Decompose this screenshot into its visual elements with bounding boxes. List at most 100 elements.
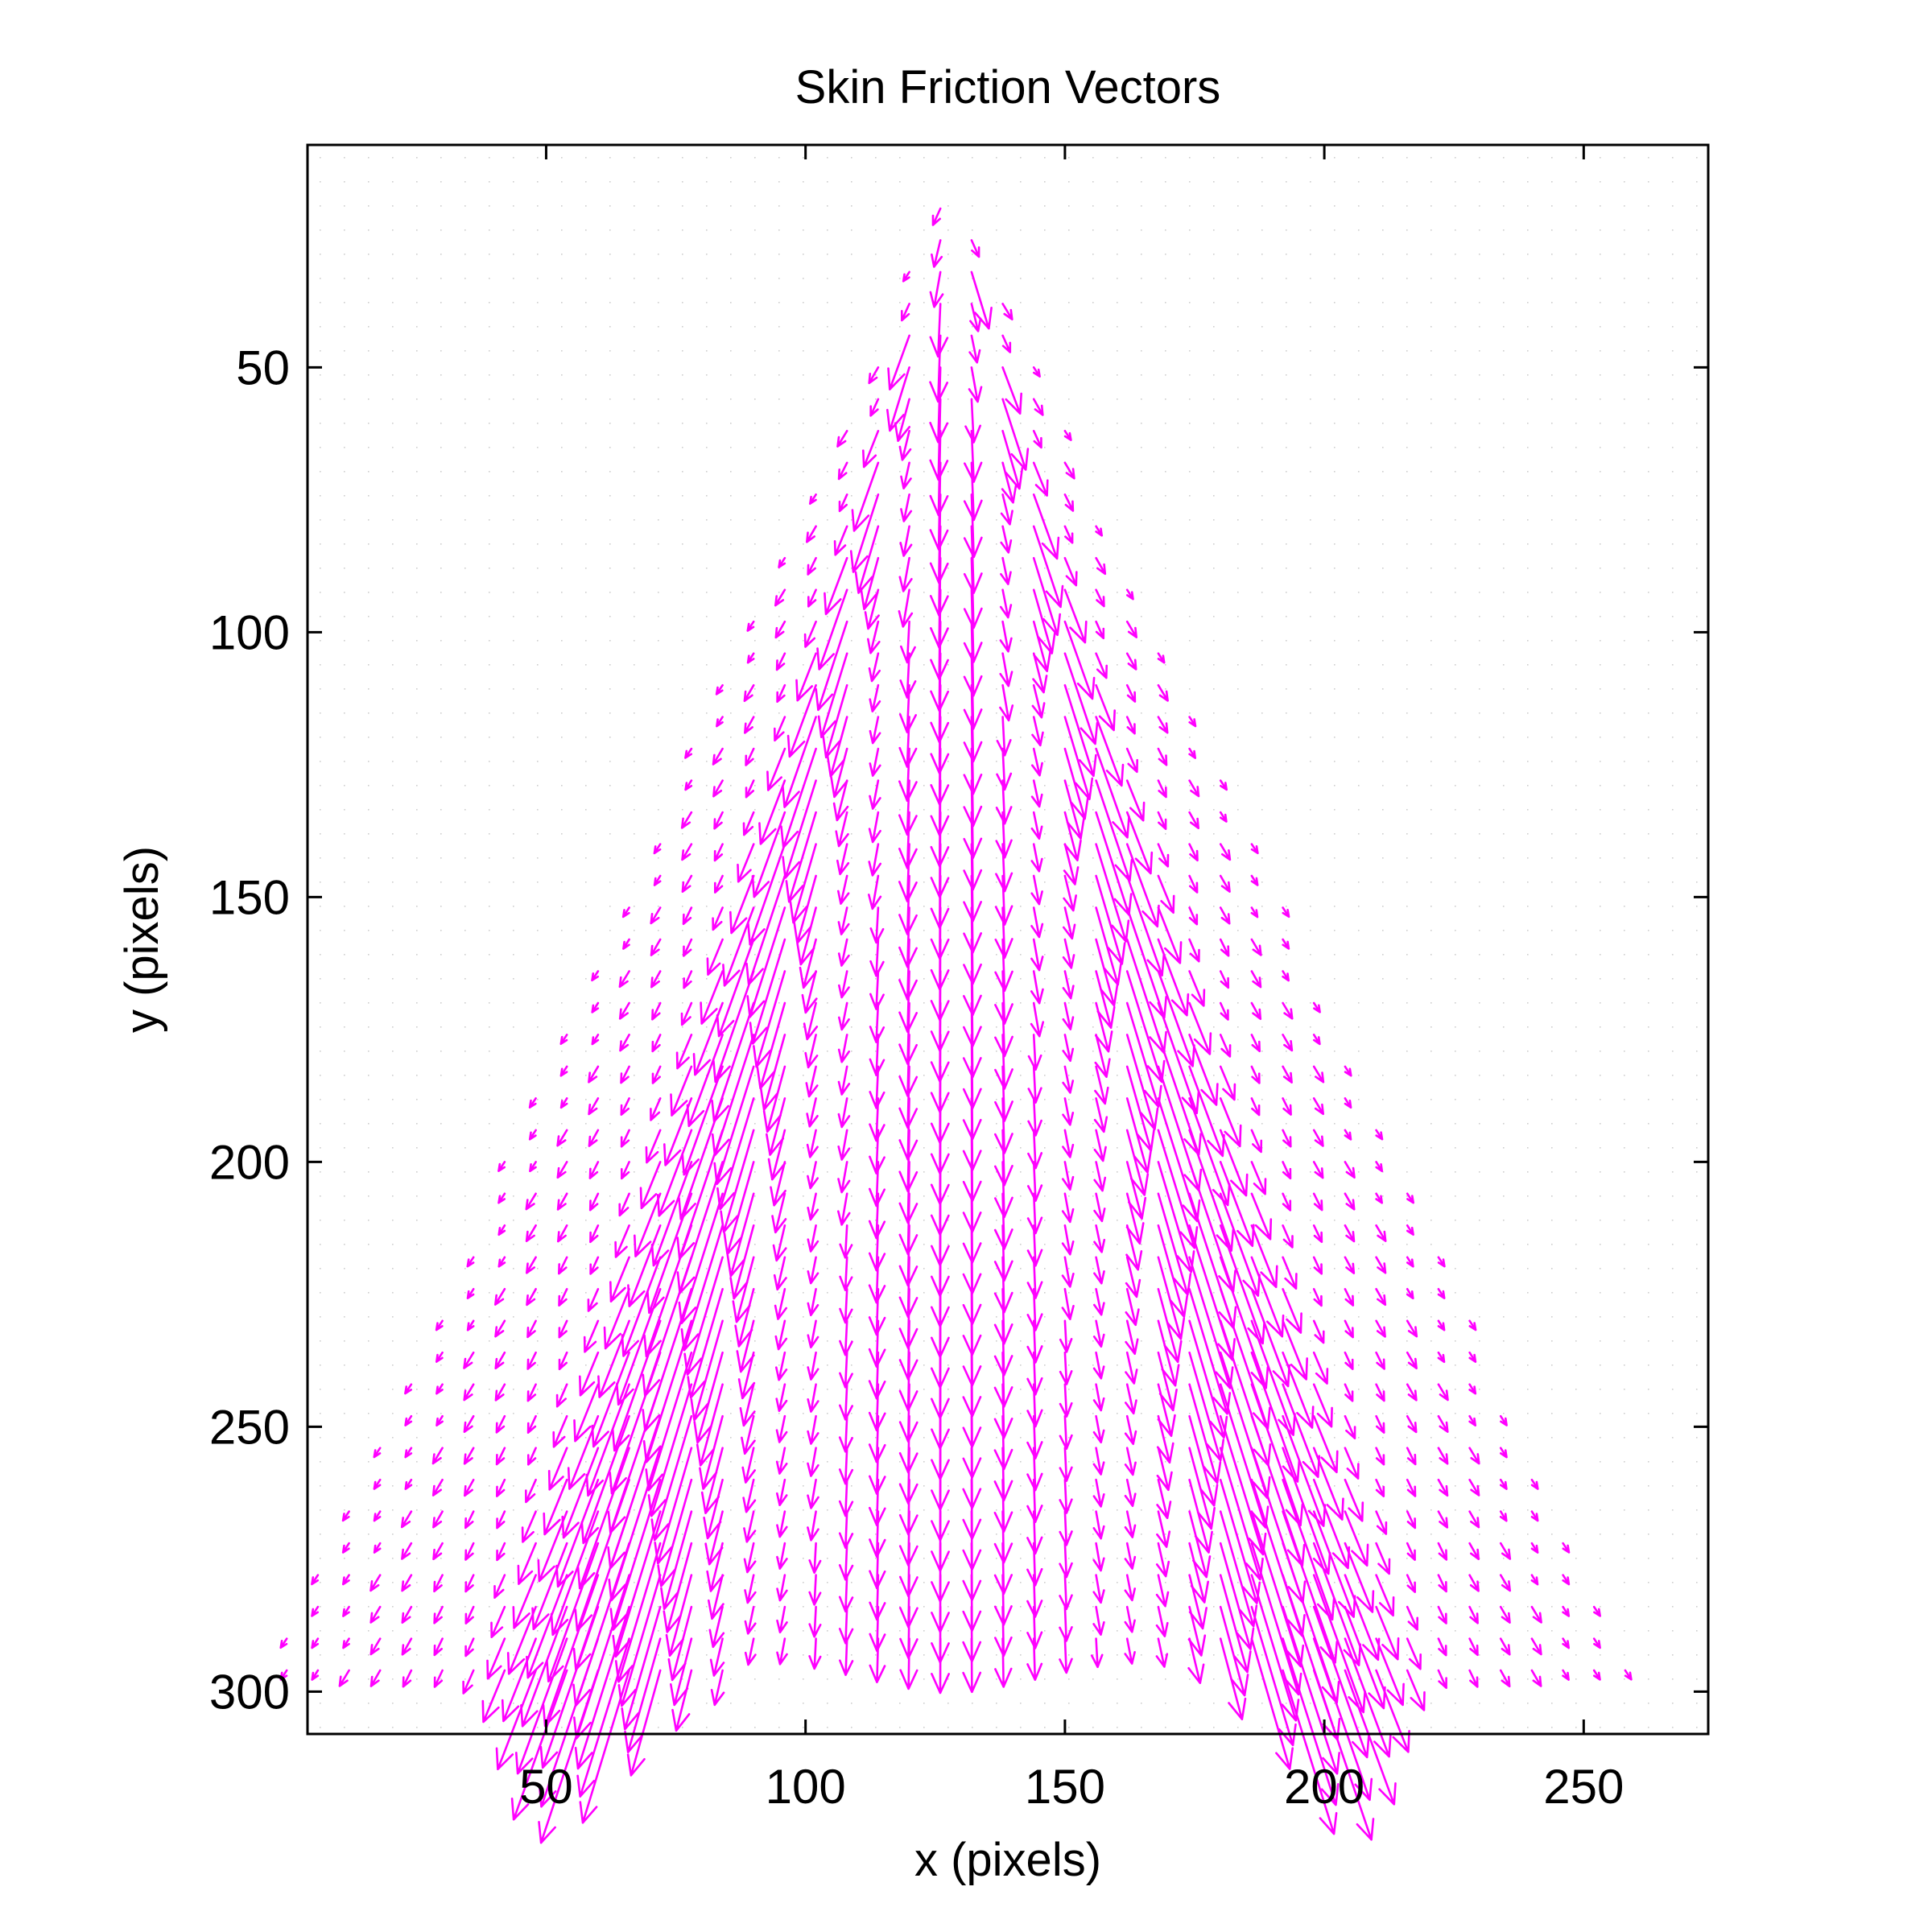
friction-vector bbox=[526, 1256, 537, 1274]
friction-vector bbox=[1250, 1065, 1261, 1084]
friction-vector bbox=[435, 1319, 444, 1331]
friction-vector bbox=[1499, 1510, 1508, 1522]
friction-vector bbox=[1562, 1605, 1571, 1617]
friction-vector bbox=[401, 1637, 413, 1656]
friction-vector bbox=[1312, 1256, 1323, 1275]
friction-vector bbox=[1437, 1669, 1447, 1689]
friction-vector bbox=[621, 1605, 662, 1731]
friction-vector bbox=[681, 843, 693, 861]
friction-vector bbox=[1312, 1574, 1366, 1714]
friction-vector bbox=[588, 1129, 600, 1147]
friction-vector bbox=[1157, 1192, 1192, 1296]
friction-vector bbox=[1219, 811, 1228, 823]
friction-vector bbox=[1406, 1574, 1416, 1593]
friction-vector bbox=[1093, 1256, 1105, 1285]
friction-vector bbox=[1125, 1351, 1138, 1385]
friction-vector bbox=[1063, 525, 1074, 544]
friction-vector bbox=[466, 1256, 475, 1268]
friction-vector bbox=[771, 1192, 787, 1234]
friction-vector bbox=[1468, 1319, 1477, 1331]
friction-vector bbox=[342, 1574, 350, 1586]
friction-vector bbox=[1188, 1129, 1235, 1252]
friction-vector bbox=[1188, 970, 1206, 1007]
friction-vector bbox=[1188, 811, 1199, 829]
friction-vector bbox=[1406, 1637, 1422, 1670]
friction-vector bbox=[1250, 1129, 1263, 1154]
friction-vector bbox=[433, 1669, 444, 1688]
friction-vector bbox=[712, 906, 724, 931]
friction-vector bbox=[538, 1637, 600, 1808]
friction-vector bbox=[1032, 588, 1056, 654]
friction-vector bbox=[1188, 1001, 1212, 1055]
friction-vector bbox=[678, 1192, 724, 1325]
friction-vector bbox=[1282, 1161, 1292, 1180]
friction-vector bbox=[651, 1065, 662, 1084]
friction-vector bbox=[1125, 1383, 1137, 1415]
friction-vector bbox=[1093, 1129, 1107, 1162]
friction-vector bbox=[886, 366, 910, 432]
friction-vector bbox=[1188, 1383, 1222, 1484]
friction-vector bbox=[1187, 1637, 1205, 1684]
friction-vector bbox=[580, 1414, 630, 1545]
friction-vector bbox=[1375, 1192, 1383, 1204]
friction-vector bbox=[1124, 1414, 1137, 1445]
friction-vector bbox=[1026, 1478, 1043, 1523]
friction-vector bbox=[559, 1065, 568, 1077]
friction-vector bbox=[609, 1351, 662, 1495]
friction-vector bbox=[1125, 683, 1137, 703]
friction-vector bbox=[1375, 1447, 1385, 1466]
friction-vector bbox=[1219, 1478, 1261, 1604]
friction-vector bbox=[868, 1288, 886, 1336]
friction-vector bbox=[837, 1065, 851, 1096]
friction-vector bbox=[766, 747, 786, 791]
friction-vector bbox=[1157, 779, 1167, 799]
friction-vector bbox=[341, 1542, 350, 1554]
friction-vector bbox=[529, 1161, 537, 1173]
friction-vector bbox=[838, 1414, 853, 1453]
friction-vector bbox=[1219, 1129, 1249, 1197]
friction-vector bbox=[776, 1574, 788, 1602]
friction-vector bbox=[746, 652, 755, 664]
friction-vector bbox=[1000, 556, 1012, 585]
friction-vector bbox=[1530, 1542, 1539, 1554]
friction-vector bbox=[1499, 1414, 1508, 1426]
friction-vector bbox=[1406, 1288, 1414, 1300]
friction-vector bbox=[1282, 1034, 1294, 1052]
friction-vector bbox=[868, 1351, 886, 1400]
friction-vector bbox=[1125, 779, 1146, 822]
friction-vector bbox=[1530, 1637, 1542, 1656]
friction-vector bbox=[1063, 588, 1088, 644]
friction-vector bbox=[699, 1414, 724, 1490]
friction-vector bbox=[838, 1605, 854, 1645]
friction-vector bbox=[603, 1288, 630, 1350]
friction-vector bbox=[1032, 398, 1044, 416]
friction-vector bbox=[547, 1447, 568, 1491]
friction-vector bbox=[1026, 1447, 1043, 1492]
friction-vector bbox=[684, 747, 693, 759]
friction-vector bbox=[1406, 1256, 1414, 1268]
friction-vector bbox=[785, 811, 817, 903]
friction-vector bbox=[1157, 716, 1169, 734]
friction-vector bbox=[494, 1351, 506, 1370]
friction-vector bbox=[1437, 1288, 1446, 1299]
friction-vector bbox=[1437, 1637, 1447, 1657]
friction-vector bbox=[609, 1478, 662, 1631]
friction-vector bbox=[526, 1574, 568, 1679]
friction-vector bbox=[1406, 1478, 1417, 1497]
friction-vector bbox=[1312, 1001, 1321, 1013]
friction-vector bbox=[778, 556, 786, 568]
friction-vector bbox=[700, 970, 724, 1025]
friction-vector bbox=[1063, 652, 1099, 745]
friction-vector bbox=[1406, 1192, 1414, 1204]
friction-vector bbox=[1093, 1161, 1107, 1192]
friction-vector bbox=[1188, 1034, 1219, 1106]
friction-vector bbox=[341, 1510, 350, 1522]
friction-vector bbox=[830, 747, 848, 799]
friction-vector bbox=[734, 1288, 755, 1348]
friction-vector bbox=[1124, 1447, 1137, 1476]
friction-vector bbox=[464, 1478, 475, 1497]
friction-vector bbox=[1125, 588, 1134, 601]
friction-vector bbox=[1124, 1542, 1137, 1570]
friction-vector bbox=[712, 779, 724, 798]
